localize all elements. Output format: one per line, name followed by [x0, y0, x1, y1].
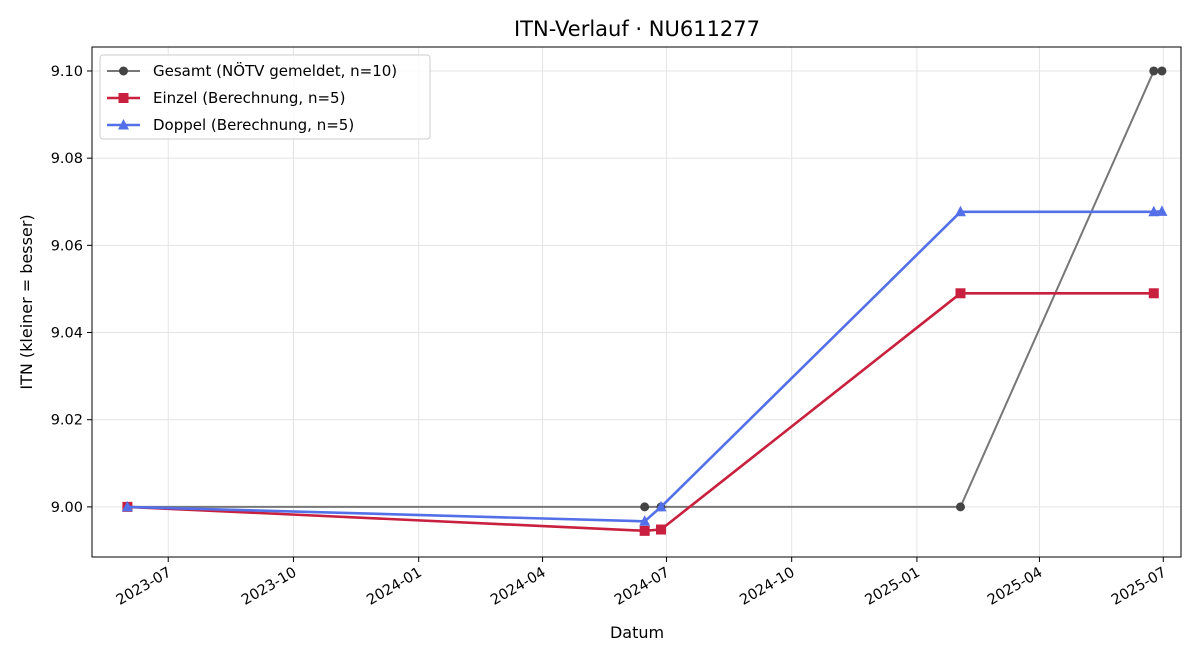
x-tick-label: 2025-04: [985, 565, 1045, 609]
data-point: [121, 500, 133, 512]
legend-marker: [119, 66, 128, 76]
legend-item: Einzel (Berechnung, n=5): [107, 89, 345, 107]
legend-label: Doppel (Berechnung, n=5): [153, 116, 354, 134]
y-tick-label: 9.10: [51, 64, 83, 80]
legend-box: [99, 54, 431, 140]
series-line: [127, 210, 1162, 523]
x-tick-label: 2023-10: [239, 565, 299, 609]
data-point: [955, 502, 965, 512]
y-axis: 9.00 9.02 9.04 9.06 9.08 9.10: [51, 64, 92, 516]
data-point: [1148, 288, 1159, 299]
y-axis-label: ITN (kleiner = besser): [17, 214, 36, 389]
series-3: [121, 205, 1168, 526]
x-tick-label: 2024-07: [612, 565, 672, 609]
data-point: [955, 288, 966, 299]
data-point: [655, 500, 667, 512]
legend-label: Gesamt (NÖTV gemeldet, n=10): [153, 61, 397, 80]
series-line: [127, 291, 1154, 533]
y-tick-label: 9.08: [51, 151, 83, 167]
legend-marker: [118, 93, 129, 103]
series-layer: [121, 66, 1168, 536]
grid: [92, 47, 1181, 557]
legend-item: Gesamt (NÖTV gemeldet, n=10): [107, 61, 397, 80]
data-point: [1149, 66, 1159, 76]
x-tick-label: 2025-01: [862, 565, 922, 609]
data-point: [639, 525, 650, 536]
data-point: [656, 524, 667, 535]
x-tick-label: 2024-10: [737, 565, 797, 609]
data-point: [639, 515, 651, 526]
data-point: [1156, 205, 1168, 216]
y-tick-label: 9.06: [51, 238, 83, 254]
x-axis: 2023-07 2023-10 2024-01 2024-04 2024-07 2024-…: [114, 557, 1169, 609]
y-tick-label: 9.00: [51, 500, 83, 516]
y-tick-label: 9.04: [51, 326, 83, 342]
data-point: [954, 205, 966, 217]
legend-label: Einzel (Berechnung, n=5): [153, 89, 345, 107]
x-tick-label: 2024-04: [488, 565, 548, 609]
plot-frame: [91, 46, 1182, 558]
x-tick-label: 2023-07: [114, 565, 174, 609]
y-tick-label: 9.02: [51, 413, 83, 429]
legend: Gesamt (NÖTV gemeldet, n=10) Einzel (Bere…: [99, 54, 431, 140]
data-point: [1157, 66, 1167, 76]
x-tick-label: 2024-01: [364, 565, 424, 609]
x-axis-label: Datum: [610, 623, 664, 642]
data-point: [1148, 205, 1160, 217]
legend-marker: [118, 119, 129, 130]
chart-title: ITN-Verlauf · NU611277: [514, 17, 760, 41]
data-point: [640, 502, 650, 512]
legend-item: Doppel (Berechnung, n=5): [107, 116, 354, 134]
x-tick-label: 2025-07: [1109, 565, 1169, 609]
